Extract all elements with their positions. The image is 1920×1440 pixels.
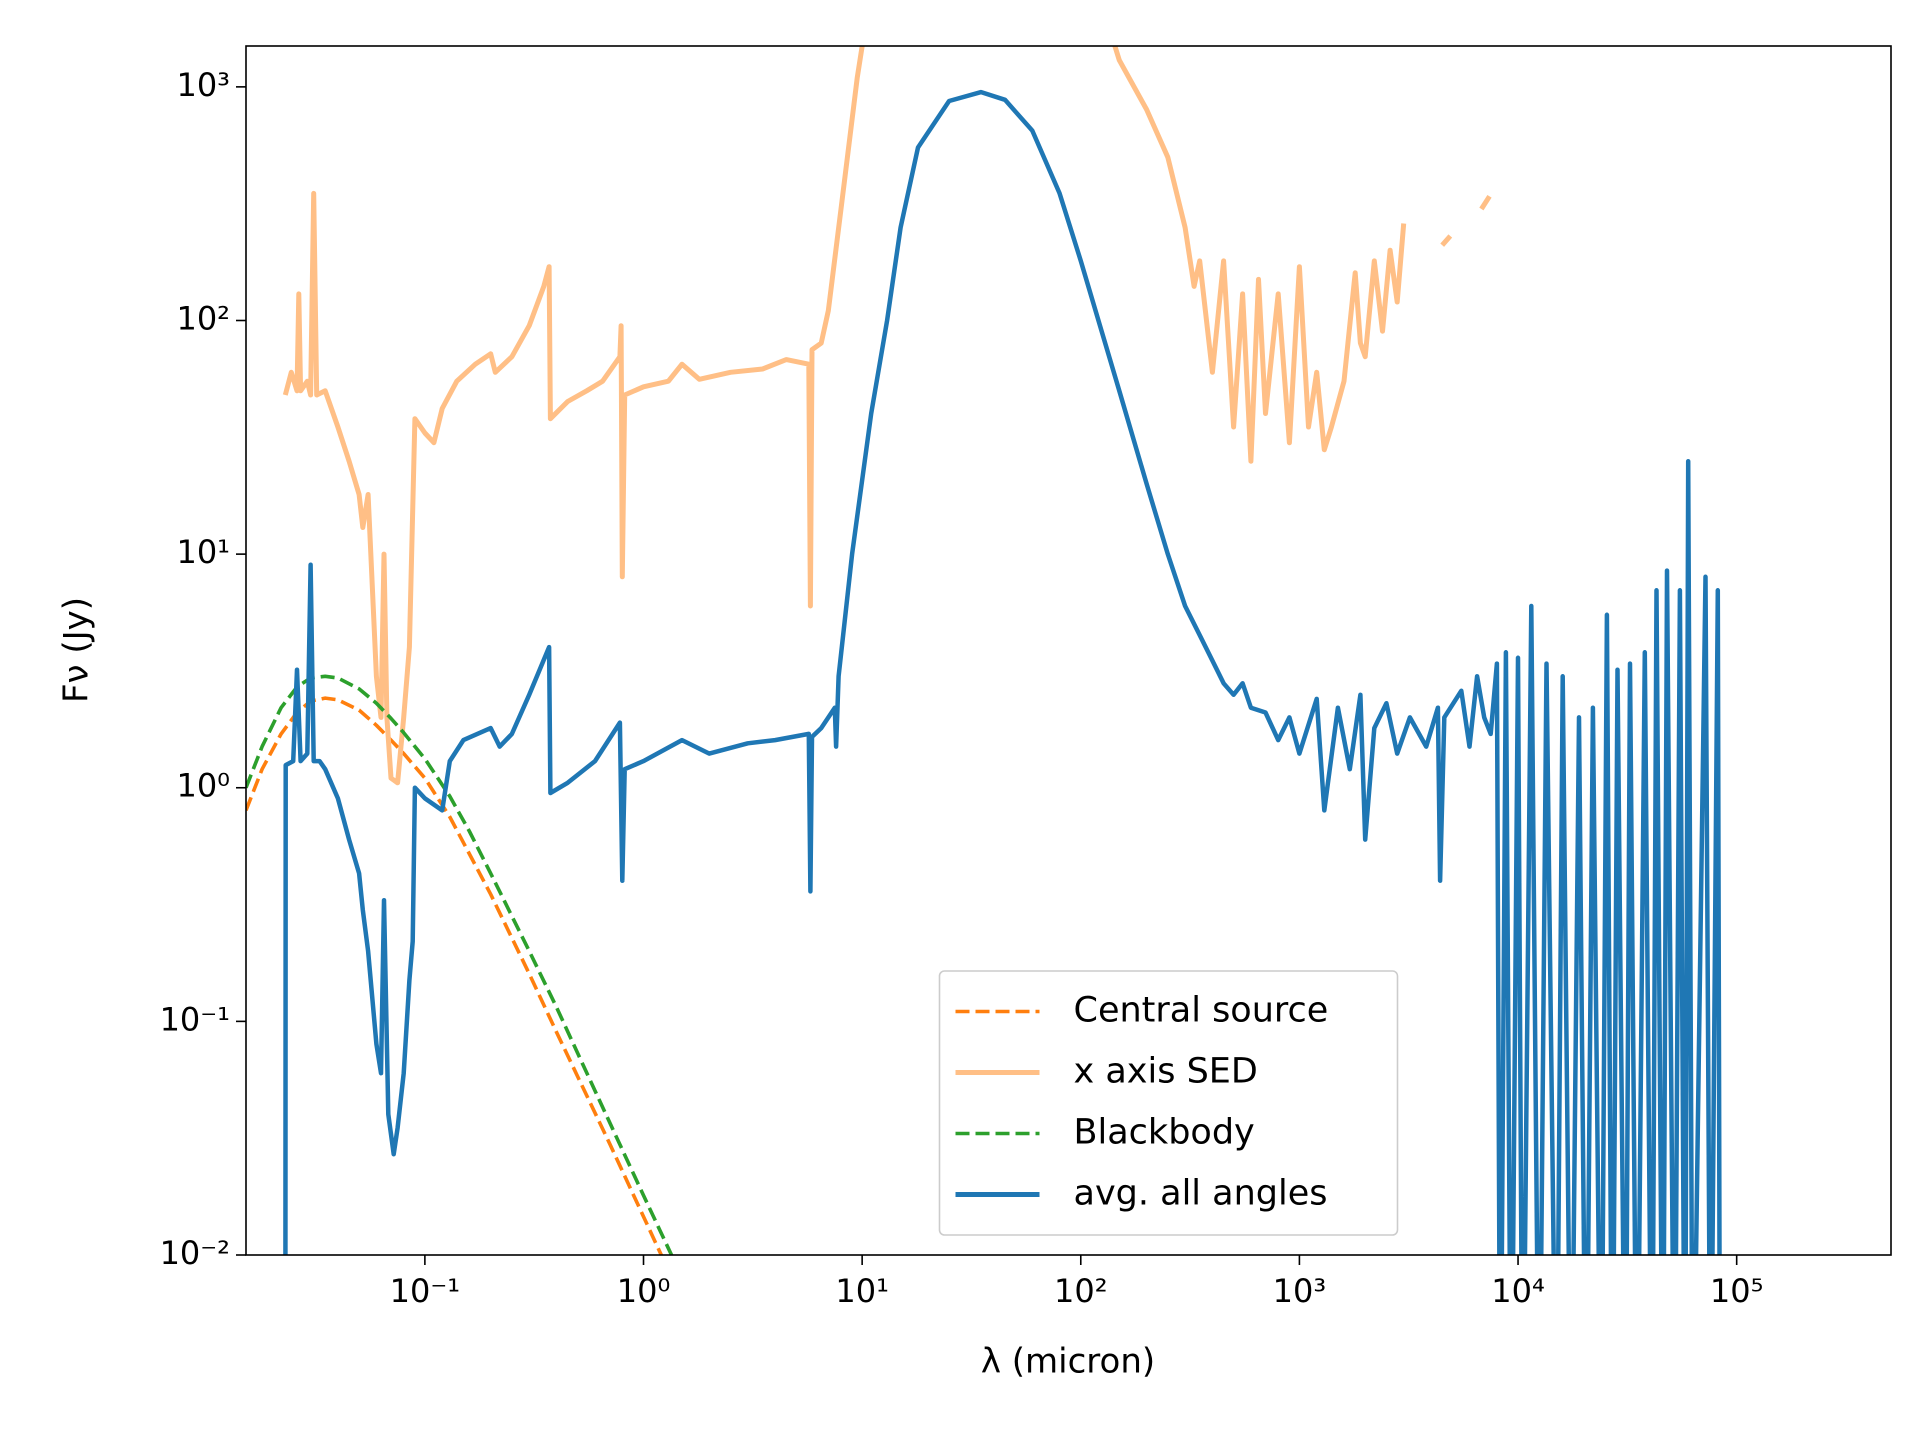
y-tick-label: 10⁰ bbox=[176, 767, 230, 805]
x-tick-label: 10³ bbox=[1273, 1272, 1327, 1310]
y-tick-label: 10¹ bbox=[176, 533, 230, 571]
plot-area bbox=[246, 46, 1722, 1255]
x-tick-label: 10⁵ bbox=[1710, 1272, 1764, 1310]
series-line bbox=[283, 89, 1722, 1255]
y-tick-label: 10⁻¹ bbox=[160, 1000, 230, 1038]
legend-box bbox=[938, 970, 1399, 1236]
x-tick-label: 10² bbox=[1054, 1272, 1108, 1310]
x-tick-label: 10⁻¹ bbox=[390, 1272, 460, 1310]
x-tick-label: 10¹ bbox=[835, 1272, 889, 1310]
legend-label: Blackbody bbox=[1074, 1113, 1255, 1153]
y-tick-label: 10⁻² bbox=[160, 1234, 230, 1272]
y-tick-label: 10² bbox=[176, 299, 230, 337]
series-line bbox=[282, 46, 1492, 786]
legend-label: avg. all angles bbox=[1074, 1174, 1328, 1214]
legend-label: x axis SED bbox=[1074, 1052, 1258, 1092]
x-tick-label: 10⁰ bbox=[617, 1272, 671, 1310]
series-line bbox=[246, 674, 674, 1255]
x-tick-label: 10⁴ bbox=[1491, 1272, 1545, 1310]
x-axis-label: λ (micron) bbox=[981, 1342, 1155, 1382]
y-tick-label: 10³ bbox=[176, 66, 230, 104]
y-axis-label: Fν (Jy) bbox=[57, 597, 97, 703]
series-line bbox=[246, 696, 664, 1255]
axes-frame bbox=[245, 45, 1892, 1256]
legend-label: Central source bbox=[1074, 991, 1329, 1031]
